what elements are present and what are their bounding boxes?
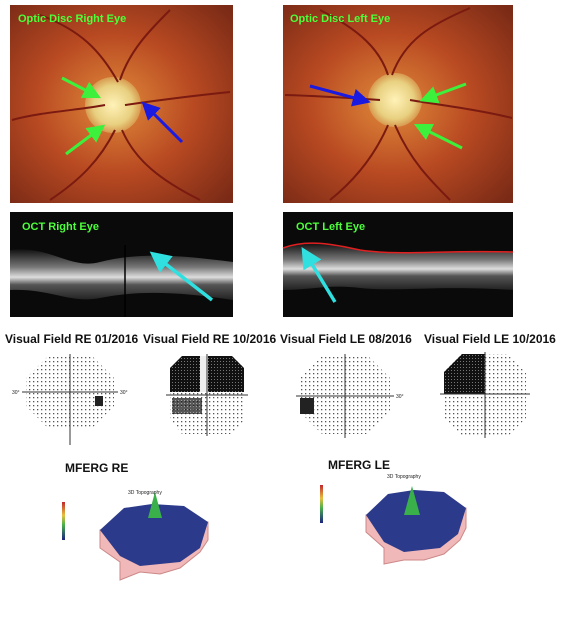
shape bbox=[62, 502, 65, 540]
shape bbox=[284, 7, 513, 201]
title: Optic Disc Right Eye bbox=[18, 13, 126, 25]
axis-label: 30° bbox=[396, 394, 404, 400]
shape bbox=[300, 398, 314, 414]
mferg-left: MFERG LE 3D Topography bbox=[320, 458, 467, 565]
plot-title: 3D Topography bbox=[128, 490, 162, 496]
title: Visual Field LE 08/2016 bbox=[280, 332, 412, 346]
fundus-right: Optic Disc Right Eye bbox=[10, 5, 233, 203]
arrow-or-line bbox=[149, 251, 214, 302]
arrow-or-line bbox=[413, 123, 463, 150]
oct-right: OCT Right Eye bbox=[10, 212, 233, 317]
visual-field-1: Visual Field RE 01/2016 30° 30° bbox=[5, 332, 139, 445]
title: MFERG RE bbox=[65, 461, 128, 475]
shape bbox=[444, 354, 485, 394]
title: MFERG LE bbox=[328, 458, 390, 472]
plot-title: 3D Topography bbox=[387, 474, 421, 480]
shape bbox=[11, 9, 231, 201]
arrow-or-line bbox=[61, 76, 101, 99]
mferg-right: MFERG RE 3D Topography bbox=[62, 461, 209, 581]
arrow-or-line bbox=[309, 84, 371, 107]
shape bbox=[200, 356, 208, 392]
visual-field-3: Visual Field LE 08/2016 30° bbox=[280, 332, 412, 438]
axis-label: 30° bbox=[120, 390, 128, 396]
arrow-or-line bbox=[65, 124, 106, 156]
title: OCT Right Eye bbox=[22, 221, 99, 233]
fundus-left: Optic Disc Left Eye bbox=[283, 5, 513, 203]
title: Visual Field RE 01/2016 bbox=[5, 332, 139, 346]
shape bbox=[100, 504, 208, 566]
shape bbox=[320, 485, 323, 523]
shape bbox=[366, 490, 466, 552]
shape bbox=[10, 249, 233, 300]
shape bbox=[283, 243, 513, 290]
title: Visual Field RE 10/2016 bbox=[143, 332, 277, 346]
shape bbox=[85, 77, 141, 133]
shape bbox=[404, 486, 420, 515]
shape bbox=[148, 492, 162, 518]
arrow-or-line bbox=[301, 247, 337, 303]
arrow-or-line bbox=[419, 82, 467, 104]
oct-left: OCT Left Eye bbox=[282, 212, 514, 317]
title: Optic Disc Left Eye bbox=[290, 13, 390, 25]
shape bbox=[95, 396, 103, 406]
title: Visual Field LE 10/2016 bbox=[424, 332, 556, 346]
shape bbox=[172, 398, 202, 414]
shape bbox=[282, 242, 514, 254]
shape bbox=[368, 73, 422, 127]
visual-field-2: Visual Field RE 10/2016 bbox=[143, 332, 277, 436]
title: OCT Left Eye bbox=[296, 221, 365, 233]
arrow-or-line bbox=[141, 101, 184, 144]
visual-field-4: Visual Field LE 10/2016 bbox=[424, 332, 556, 438]
axis-label: 30° bbox=[12, 390, 20, 396]
